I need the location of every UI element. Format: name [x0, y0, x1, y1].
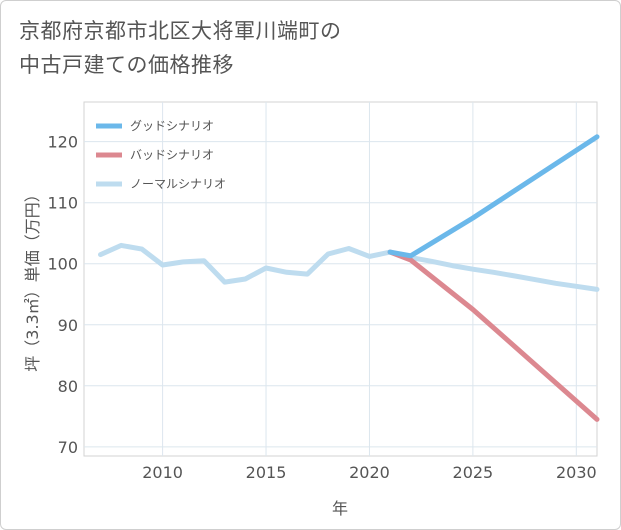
y-tick-label-120: 120 — [47, 133, 78, 152]
y-tick-label-70: 70 — [58, 438, 78, 457]
y-tick-label-110: 110 — [47, 194, 78, 213]
legend-bad-scenario: バッドシナリオ — [96, 148, 214, 162]
x-tick-label-2030: 2030 — [556, 463, 597, 482]
y-tick-labels: 70 80 90 100 110 120 — [47, 133, 78, 457]
x-tick-label-2015: 2015 — [246, 463, 287, 482]
x-axis-title: 年 — [332, 499, 348, 518]
y-tick-label-90: 90 — [58, 316, 78, 335]
legend-bad-scenario-label: バッドシナリオ — [130, 148, 214, 162]
good-scenario-line — [387, 134, 600, 259]
y-tick-label-80: 80 — [58, 377, 78, 396]
series-layer — [98, 134, 600, 422]
normal-scenario-line — [98, 242, 600, 292]
y-tick-label-100: 100 — [47, 255, 78, 274]
x-tick-label-2020: 2020 — [349, 463, 390, 482]
y-axis-title: 坪（3.3㎡）単価（万円） — [23, 186, 42, 371]
legend-good-scenario: グッドシナリオ — [96, 119, 214, 133]
x-tick-labels: 2010 2015 2020 2025 2030 — [142, 463, 596, 482]
legend-normal-scenario: ノーマルシナリオ — [96, 177, 226, 191]
x-tick-label-2010: 2010 — [142, 463, 183, 482]
legend-normal-scenario-label: ノーマルシナリオ — [130, 177, 226, 191]
x-tick-label-2025: 2025 — [453, 463, 494, 482]
plot-area — [83, 101, 598, 457]
legend-good-scenario-label: グッドシナリオ — [130, 119, 214, 133]
chart-title: 京都府京都市北区大将軍川端町の 中古戸建ての価格推移 — [19, 19, 342, 77]
